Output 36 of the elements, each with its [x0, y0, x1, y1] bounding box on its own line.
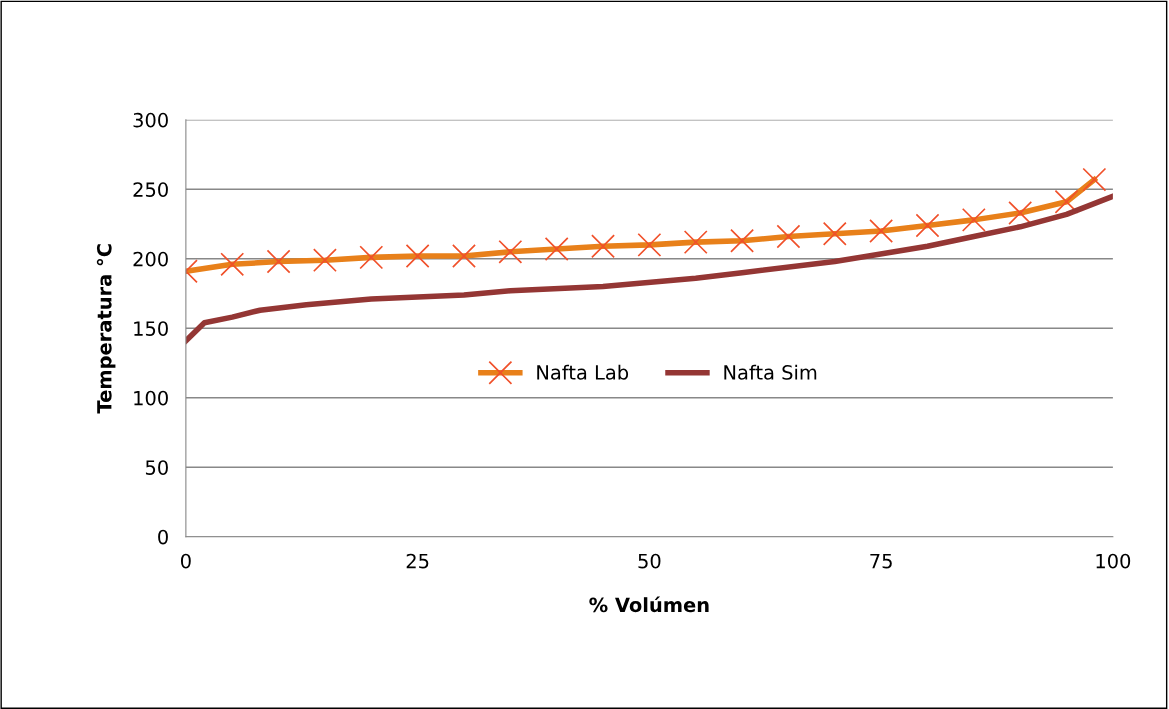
y-tick-label: 150: [134, 321, 168, 336]
x-tick-label: 50: [638, 553, 661, 569]
point: [1082, 167, 1107, 192]
point: [544, 237, 569, 262]
point: [1054, 189, 1079, 214]
point: [776, 224, 801, 249]
y-tick-label: 50: [145, 460, 168, 475]
point: [637, 232, 662, 257]
y-tick-label: 0: [158, 529, 168, 545]
point: [730, 228, 755, 253]
legend-label: Nafta Sim: [724, 364, 817, 380]
point: [452, 244, 476, 268]
x-tick-label: 100: [1096, 553, 1131, 569]
point: [915, 213, 940, 238]
x-tick-label: 75: [870, 553, 892, 569]
y-tick-label: 250: [133, 182, 168, 197]
point: [683, 230, 708, 255]
point: [1008, 200, 1033, 225]
point: [312, 248, 337, 273]
point: [869, 219, 894, 243]
point: [591, 234, 615, 259]
y-tick-label: 300: [133, 112, 168, 128]
y-tick-label: 100: [134, 390, 168, 406]
point: [220, 252, 245, 277]
x-axis-title: % Volúmen: [589, 596, 709, 613]
x-tick-label: 0: [180, 553, 191, 569]
point: [405, 244, 430, 268]
y-axis-title: Temperatura °C: [96, 244, 116, 414]
x-tick-label: 25: [406, 553, 429, 569]
legend-label: Nafta Lab: [537, 364, 629, 380]
point: [359, 245, 384, 270]
point: [961, 207, 986, 232]
point: [498, 239, 523, 264]
point: [266, 249, 291, 274]
y-tick-label: 200: [133, 251, 168, 267]
point: [822, 221, 847, 246]
